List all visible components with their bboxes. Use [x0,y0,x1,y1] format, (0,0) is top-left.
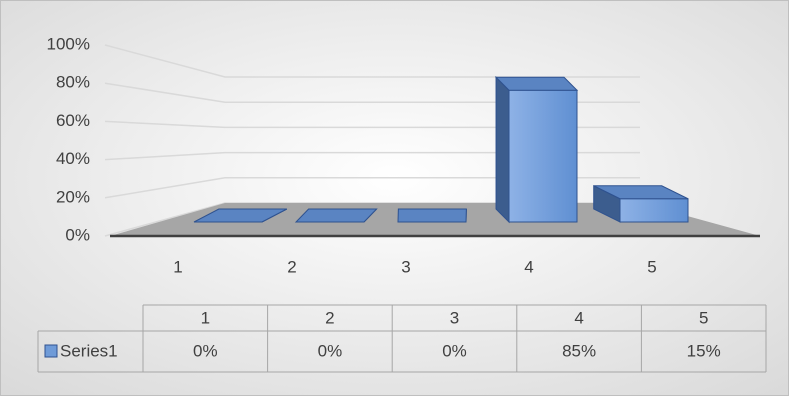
y-tick-label: 0% [65,225,90,244]
legend-key [45,345,57,357]
y-tick-label: 100% [47,34,90,53]
legend-label: Series1 [60,341,118,360]
table-value: 0% [193,341,218,360]
x-tick-label: 5 [647,257,656,276]
table-value: 0% [318,341,343,360]
bar [509,90,577,222]
table-header: 4 [574,308,583,327]
table-header: 1 [201,308,210,327]
bar-top [398,209,466,222]
y-tick-label: 40% [56,149,90,168]
y-tick-label: 20% [56,187,90,206]
bar-top [296,209,377,222]
bar [620,199,688,222]
table-header: 2 [325,308,334,327]
table-value: 15% [687,341,721,360]
table-value: 85% [562,341,596,360]
bar-side [496,77,509,222]
bar-top [496,77,577,90]
x-tick-label: 3 [401,257,410,276]
table-value: 0% [442,341,467,360]
table-header: 3 [450,308,459,327]
table-header: 5 [699,308,708,327]
x-tick-label: 4 [524,257,533,276]
x-tick-label: 1 [173,257,182,276]
y-tick-label: 80% [56,73,90,92]
x-tick-label: 2 [287,257,296,276]
y-tick-label: 60% [56,111,90,130]
